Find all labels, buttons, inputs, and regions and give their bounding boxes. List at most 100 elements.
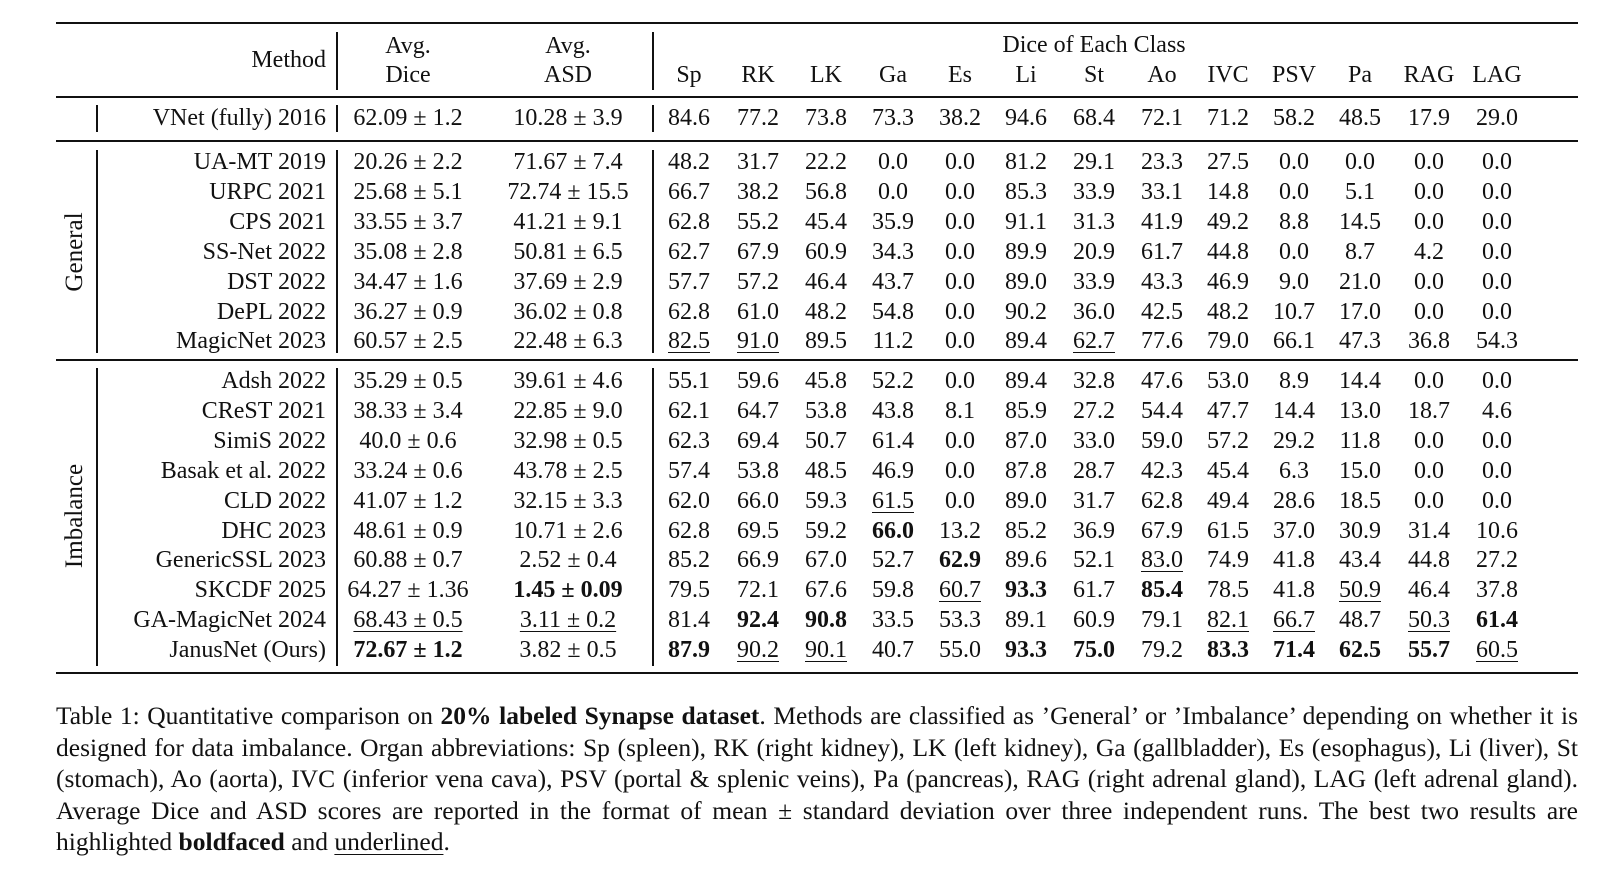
dice-st-simis-2022: 33.0	[1073, 427, 1115, 454]
dice-li-basak-et-al-2022: 87.8	[1005, 457, 1047, 484]
dice-pa-basak-et-al-2022: 15.0	[1339, 457, 1381, 484]
dice-ao-cps-2021: 41.9	[1141, 208, 1183, 235]
dice-lk-vnet-fully-2016: 73.8	[805, 105, 847, 131]
dice-li-ss-net-2022: 89.9	[1005, 238, 1047, 265]
dice-sp-simis-2022: 62.3	[668, 427, 710, 454]
avg-dice-basak-et-al-2022: 33.24 ± 0.6	[353, 457, 463, 484]
dice-ga-crest-2021: 43.8	[872, 397, 914, 424]
dice-lk-adsh-2022: 45.8	[805, 368, 847, 394]
dice-psv-ss-net-2022: 0.0	[1279, 238, 1309, 265]
dice-li-crest-2021: 85.9	[1005, 397, 1047, 424]
dice-pa-simis-2022: 11.8	[1339, 427, 1381, 454]
dice-ga-ga-magicnet-2024: 33.5	[872, 607, 914, 634]
dice-lag-ga-magicnet-2024: 61.4	[1476, 607, 1518, 634]
dice-lag-depl-2022: 0.0	[1482, 298, 1512, 325]
dice-pa-crest-2021: 13.0	[1339, 397, 1381, 424]
dice-rag-janusnet-ours: 55.7	[1408, 637, 1450, 664]
avg-dice-simis-2022: 40.0 ± 0.6	[359, 427, 457, 454]
dice-rag-depl-2022: 0.0	[1414, 298, 1444, 325]
dice-lk-depl-2022: 48.2	[805, 298, 847, 325]
dice-sp-janusnet-ours: 87.9	[668, 637, 710, 664]
dice-es-genericssl-2023: 62.9	[939, 547, 981, 574]
column-separator-dice-2	[652, 150, 654, 353]
avg-asd-magicnet-2023: 22.48 ± 6.3	[513, 328, 623, 355]
table-rule-3	[56, 359, 1578, 361]
dice-ivc-ss-net-2022: 44.8	[1207, 238, 1249, 265]
avg-dice-adsh-2022: 35.29 ± 0.5	[353, 368, 463, 394]
dice-pa-ss-net-2022: 8.7	[1345, 238, 1375, 265]
header-avg-asd-line2: ASD	[543, 62, 593, 88]
dice-rag-crest-2021: 18.7	[1408, 397, 1450, 424]
avg-asd-adsh-2022: 39.61 ± 4.6	[513, 368, 623, 394]
table-rule-2	[56, 140, 1578, 142]
dice-psv-janusnet-ours: 71.4	[1273, 637, 1315, 664]
dice-es-crest-2021: 8.1	[945, 397, 975, 424]
avg-asd-cld-2022: 32.15 ± 3.3	[513, 487, 623, 514]
dice-lk-ua-mt-2019: 22.2	[805, 149, 847, 175]
dice-psv-cld-2022: 28.6	[1273, 487, 1315, 514]
header-class-psv: PSV	[1271, 62, 1317, 88]
dice-psv-depl-2022: 10.7	[1273, 298, 1315, 325]
dice-ao-basak-et-al-2022: 42.3	[1141, 457, 1183, 484]
avg-asd-simis-2022: 32.98 ± 0.5	[513, 427, 623, 454]
dice-rk-magicnet-2023: 91.0	[737, 328, 779, 355]
header-class-es: Es	[948, 62, 972, 88]
dice-ga-cps-2021: 35.9	[872, 208, 914, 235]
dice-rag-ss-net-2022: 4.2	[1414, 238, 1444, 265]
avg-asd-skcdf-2025: 1.45 ± 0.09	[513, 577, 623, 604]
dice-lag-adsh-2022: 0.0	[1482, 368, 1512, 394]
avg-dice-magicnet-2023: 60.57 ± 2.5	[353, 328, 463, 355]
dice-ao-simis-2022: 59.0	[1141, 427, 1183, 454]
dice-rk-depl-2022: 61.0	[737, 298, 779, 325]
dice-psv-magicnet-2023: 66.1	[1273, 328, 1315, 355]
dice-lk-basak-et-al-2022: 48.5	[805, 457, 847, 484]
dice-ga-ua-mt-2019: 0.0	[878, 149, 908, 175]
dice-psv-basak-et-al-2022: 6.3	[1279, 457, 1309, 484]
dice-es-urpc-2021: 0.0	[945, 178, 975, 205]
dice-psv-crest-2021: 14.4	[1273, 397, 1315, 424]
dice-ivc-depl-2022: 48.2	[1207, 298, 1249, 325]
dice-lag-cld-2022: 0.0	[1482, 487, 1512, 514]
table-rule-1	[56, 96, 1578, 98]
dice-li-magicnet-2023: 89.4	[1005, 328, 1047, 355]
dice-es-basak-et-al-2022: 0.0	[945, 457, 975, 484]
dice-lag-magicnet-2023: 54.3	[1476, 328, 1518, 355]
dice-rag-cps-2021: 0.0	[1414, 208, 1444, 235]
dice-rag-dst-2022: 0.0	[1414, 268, 1444, 295]
dice-st-cld-2022: 31.7	[1073, 487, 1115, 514]
avg-asd-genericssl-2023: 2.52 ± 0.4	[519, 547, 617, 574]
dice-ao-urpc-2021: 33.1	[1141, 178, 1183, 205]
dice-ga-cld-2022: 61.5	[872, 487, 914, 514]
caption-boldfaced: boldfaced	[178, 827, 285, 856]
dice-ivc-cps-2021: 49.2	[1207, 208, 1249, 235]
avg-asd-urpc-2021: 72.74 ± 15.5	[507, 178, 629, 205]
dice-es-depl-2022: 0.0	[945, 298, 975, 325]
dice-ga-ss-net-2022: 34.3	[872, 238, 914, 265]
dice-lk-ga-magicnet-2024: 90.8	[805, 607, 847, 634]
group-line-1	[96, 150, 98, 353]
dice-sp-skcdf-2025: 79.5	[668, 577, 710, 604]
dice-rk-janusnet-ours: 90.2	[737, 637, 779, 664]
dice-lag-dhc-2023: 10.6	[1476, 517, 1518, 544]
dice-ivc-basak-et-al-2022: 45.4	[1207, 457, 1249, 484]
dice-pa-cps-2021: 14.5	[1339, 208, 1381, 235]
dice-ivc-crest-2021: 47.7	[1207, 397, 1249, 424]
header-class-ao: Ao	[1147, 62, 1177, 88]
dice-psv-dst-2022: 9.0	[1279, 268, 1309, 295]
dice-rag-adsh-2022: 0.0	[1414, 368, 1444, 394]
dice-sp-basak-et-al-2022: 57.4	[668, 457, 710, 484]
dice-sp-vnet-fully-2016: 84.6	[668, 105, 710, 131]
dice-lag-ua-mt-2019: 0.0	[1482, 149, 1512, 175]
table-rule-4	[56, 672, 1578, 674]
dice-li-skcdf-2025: 93.3	[1005, 577, 1047, 604]
caption-text-4: .	[443, 827, 450, 856]
dice-rk-crest-2021: 64.7	[737, 397, 779, 424]
dice-st-dhc-2023: 36.9	[1073, 517, 1115, 544]
method-name-ga-magicnet-2024: GA-MagicNet 2024	[133, 607, 326, 634]
dice-rag-dhc-2023: 31.4	[1408, 517, 1450, 544]
dice-rag-ua-mt-2019: 0.0	[1414, 149, 1444, 175]
dice-ao-ss-net-2022: 61.7	[1141, 238, 1183, 265]
dice-li-adsh-2022: 89.4	[1005, 368, 1047, 394]
dice-rk-cps-2021: 55.2	[737, 208, 779, 235]
